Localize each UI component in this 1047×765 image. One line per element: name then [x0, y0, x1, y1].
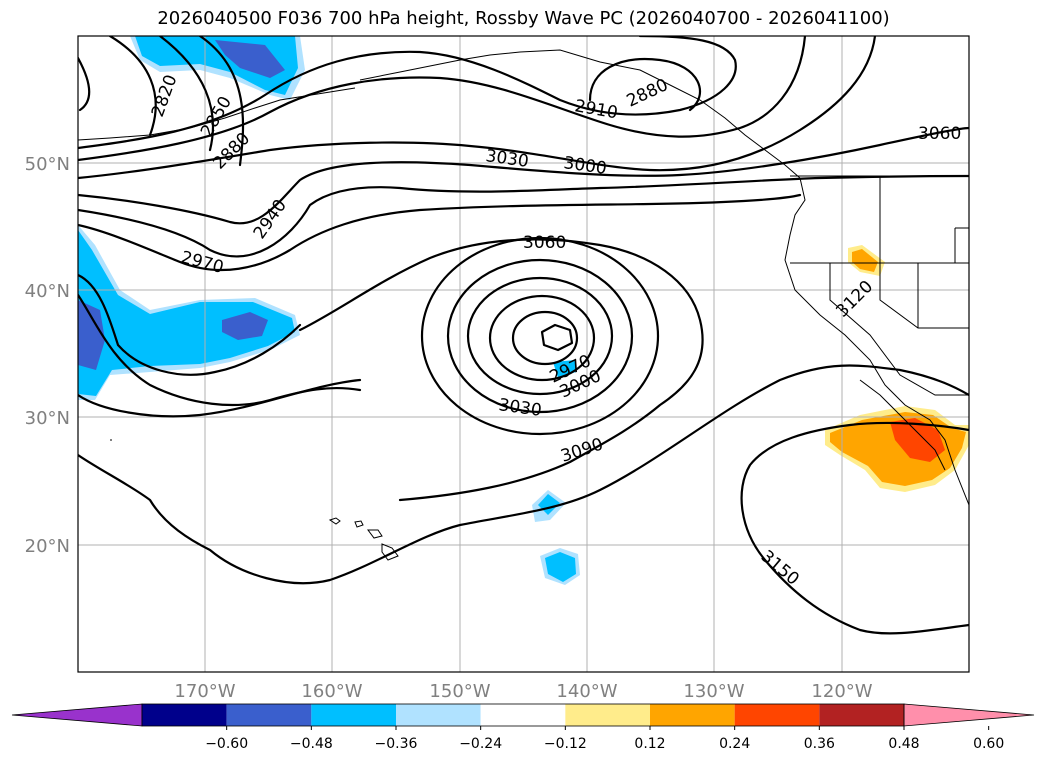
lon-label: 170°W [174, 681, 235, 702]
colorbar-tick-label: 0.36 [804, 736, 835, 752]
colorbar-swatch [480, 704, 566, 726]
colorbar-border [141, 703, 905, 727]
colorbar-tick-label: −0.12 [544, 736, 587, 752]
latitude-labels: 50°N 40°N 30°N 20°N [25, 154, 70, 557]
height-contours [78, 36, 969, 635]
colorbar-swatch [565, 704, 650, 726]
lat-label: 20°N [25, 536, 70, 557]
colorbar-tick-label: 0.12 [634, 736, 665, 752]
lat-label: 40°N [25, 281, 70, 302]
colorbar-swatch [311, 704, 396, 726]
colorbar-extend-max [903, 703, 1035, 727]
colorbar-swatch [142, 704, 227, 726]
colorbar-extend-min [11, 703, 143, 727]
colorbar-tick-label: 0.60 [973, 736, 1004, 752]
lon-label: 160°W [301, 681, 362, 702]
colorbar-tick-label: −0.24 [459, 736, 502, 752]
colorbar-tick-label: −0.36 [375, 736, 418, 752]
contour-label: 3060 [523, 233, 566, 253]
lon-label: 150°W [429, 681, 490, 702]
colorbar-swatch [734, 704, 820, 726]
colorbar-tick-label: −0.60 [205, 736, 248, 752]
colorbar-swatch [650, 704, 735, 726]
anomaly-shading [78, 36, 969, 585]
graticule [78, 36, 969, 672]
contour-label: 3060 [918, 124, 961, 144]
colorbar-swatch [396, 704, 481, 726]
colorbar-swatch [226, 704, 312, 726]
colorbar-tick-label: −0.48 [290, 736, 333, 752]
map-title: 2026040500 F036 700 hPa height, Rossby W… [157, 8, 890, 29]
lat-label: 50°N [25, 154, 70, 175]
colorbar-tick-label: 0.24 [719, 736, 750, 752]
colorbar-tick-label: 0.48 [888, 736, 919, 752]
lon-label: 140°W [556, 681, 617, 702]
colorbar-swatch [819, 704, 904, 726]
lon-label: 120°W [811, 681, 872, 702]
lon-label: 130°W [683, 681, 744, 702]
map-frame [77, 35, 970, 673]
colorbar: −0.60 −0.48 −0.36 −0.24 −0.12 0.12 0.24 0.36 0.4… [11, 703, 1035, 752]
lat-label: 30°N [25, 408, 70, 429]
longitude-labels: 170°W 160°W 150°W 140°W 130°W 120°W [174, 681, 872, 702]
coastlines [78, 49, 969, 561]
